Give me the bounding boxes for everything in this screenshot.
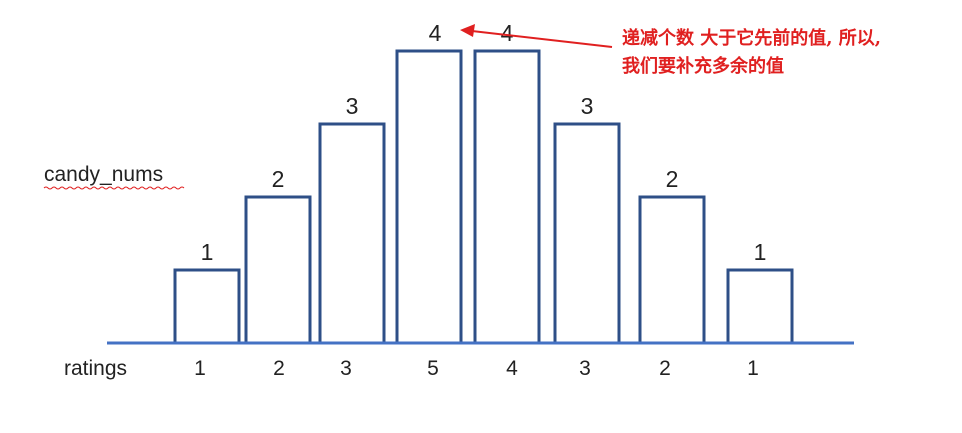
candy-value-label-8: 1 <box>754 239 767 265</box>
annotation-line-2: 我们要补充多余的值 <box>622 55 784 77</box>
candy-bar-2 <box>244 195 312 345</box>
candy-bar-6 <box>553 122 621 345</box>
value-labels-group: 1 2 3 4 4 3 2 1 <box>201 20 767 265</box>
candy-value-label-1: 1 <box>201 239 214 265</box>
rating-labels-group: 1 2 3 5 4 3 2 1 <box>194 357 759 380</box>
candy-bar-1 <box>173 268 241 345</box>
annotation-line-1: 递减个数 大于它先前的值, 所以, <box>622 27 881 49</box>
candy-bar-3 <box>318 122 386 345</box>
candy-value-label-3: 3 <box>346 93 359 119</box>
bars-group <box>173 49 794 345</box>
candy-value-label-4: 4 <box>429 20 442 46</box>
candy-value-label-2: 2 <box>272 166 285 192</box>
candy-bar-5 <box>473 49 541 345</box>
candy-nums-label: candy_nums <box>44 163 163 186</box>
candy-value-label-5: 4 <box>501 20 514 46</box>
candy-value-label-7: 2 <box>666 166 679 192</box>
rating-label-7: 2 <box>659 357 671 380</box>
spellcheck-underline <box>43 186 185 190</box>
rating-label-2: 2 <box>273 357 285 380</box>
rating-label-1: 1 <box>194 357 206 380</box>
rating-label-5: 4 <box>506 357 518 380</box>
rating-label-3: 3 <box>340 357 352 380</box>
rating-label-6: 3 <box>579 357 591 380</box>
candy-bar-4 <box>395 49 463 345</box>
candy-value-label-6: 3 <box>581 93 594 119</box>
annotation-arrow <box>460 24 613 48</box>
ratings-label: ratings <box>64 357 127 380</box>
rating-label-4: 5 <box>427 357 439 380</box>
candy-bar-8 <box>726 268 794 345</box>
candy-bar-7 <box>638 195 706 345</box>
rating-label-8: 1 <box>747 357 759 380</box>
